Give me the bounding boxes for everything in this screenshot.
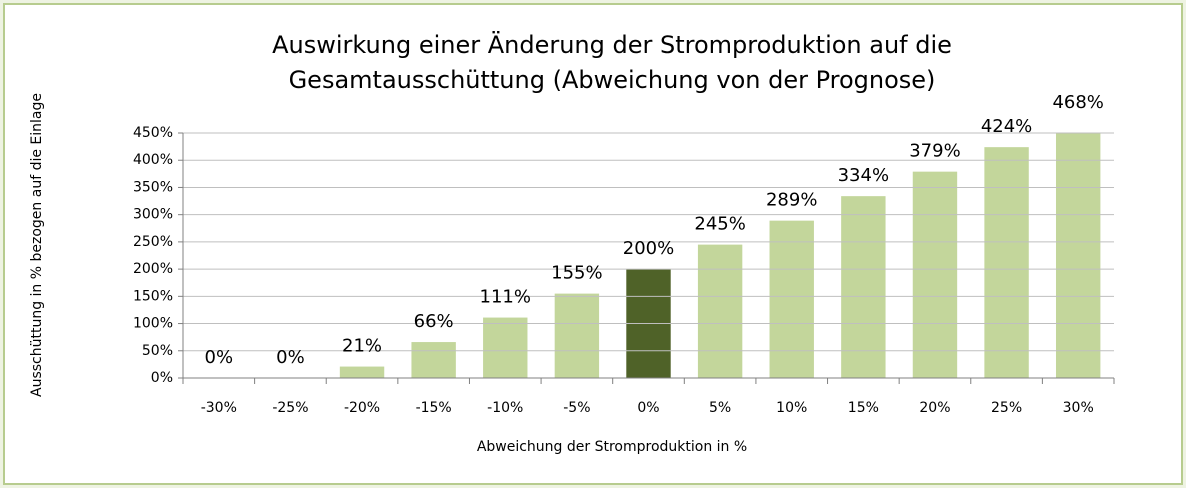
value-label: 155%: [551, 263, 602, 284]
x-tick-label: -30%: [201, 400, 237, 416]
value-label: 334%: [838, 165, 889, 186]
bar: [697, 244, 743, 378]
value-label: 0%: [205, 347, 234, 368]
y-tick-label: 450%: [133, 125, 173, 141]
value-label: 245%: [694, 214, 745, 235]
x-tick-label: 20%: [919, 400, 950, 416]
x-tick-label: -5%: [563, 400, 590, 416]
y-tick-label: 350%: [133, 179, 173, 195]
value-label: 468%: [1052, 92, 1103, 113]
value-label: 379%: [909, 141, 960, 162]
value-label: 111%: [480, 287, 531, 308]
y-tick-label: 250%: [133, 234, 173, 250]
y-axis-title: Ausschüttung in % bezogen auf die Einlag…: [29, 93, 45, 397]
x-tick-label: 30%: [1063, 400, 1094, 416]
x-axis-title: Abweichung der Stromproduktion in %: [477, 439, 747, 455]
x-tick-label: -15%: [416, 400, 452, 416]
y-tick-label: 0%: [151, 370, 173, 386]
y-tick-label: 150%: [133, 288, 173, 304]
bar: [912, 171, 958, 378]
value-label: 0%: [276, 347, 305, 368]
x-tick-label: 15%: [848, 400, 879, 416]
bar: [1055, 133, 1101, 378]
x-tick-label: 10%: [776, 400, 807, 416]
bars: [339, 133, 1101, 378]
y-tick-label: 200%: [133, 261, 173, 277]
chart-title: Auswirkung einer Änderung der Stromprodu…: [272, 30, 952, 59]
chart-title: Gesamtausschüttung (Abweichung von der P…: [289, 66, 936, 94]
value-label: 424%: [981, 116, 1032, 137]
x-tick-label: 0%: [637, 400, 659, 416]
bar: [841, 196, 886, 378]
y-tick-label: 300%: [133, 207, 173, 223]
bar: [339, 366, 385, 378]
x-tick-label: 25%: [991, 400, 1022, 416]
y-tick-label: 400%: [133, 152, 173, 168]
value-label: 289%: [766, 190, 817, 211]
y-tick-label: 50%: [142, 343, 173, 359]
bar: [411, 342, 456, 378]
x-tick-label: -20%: [344, 400, 380, 416]
y-tick-label: 100%: [133, 316, 173, 332]
value-label: 200%: [623, 238, 674, 259]
value-label: 66%: [414, 311, 454, 332]
bar: [483, 317, 528, 378]
x-tick-label: 5%: [709, 400, 731, 416]
x-tick-label: -25%: [272, 400, 308, 416]
x-tick-label: -10%: [487, 400, 523, 416]
bar: [554, 293, 600, 378]
bar: [984, 147, 1029, 378]
bar: [769, 220, 814, 378]
value-label: 21%: [342, 336, 382, 357]
